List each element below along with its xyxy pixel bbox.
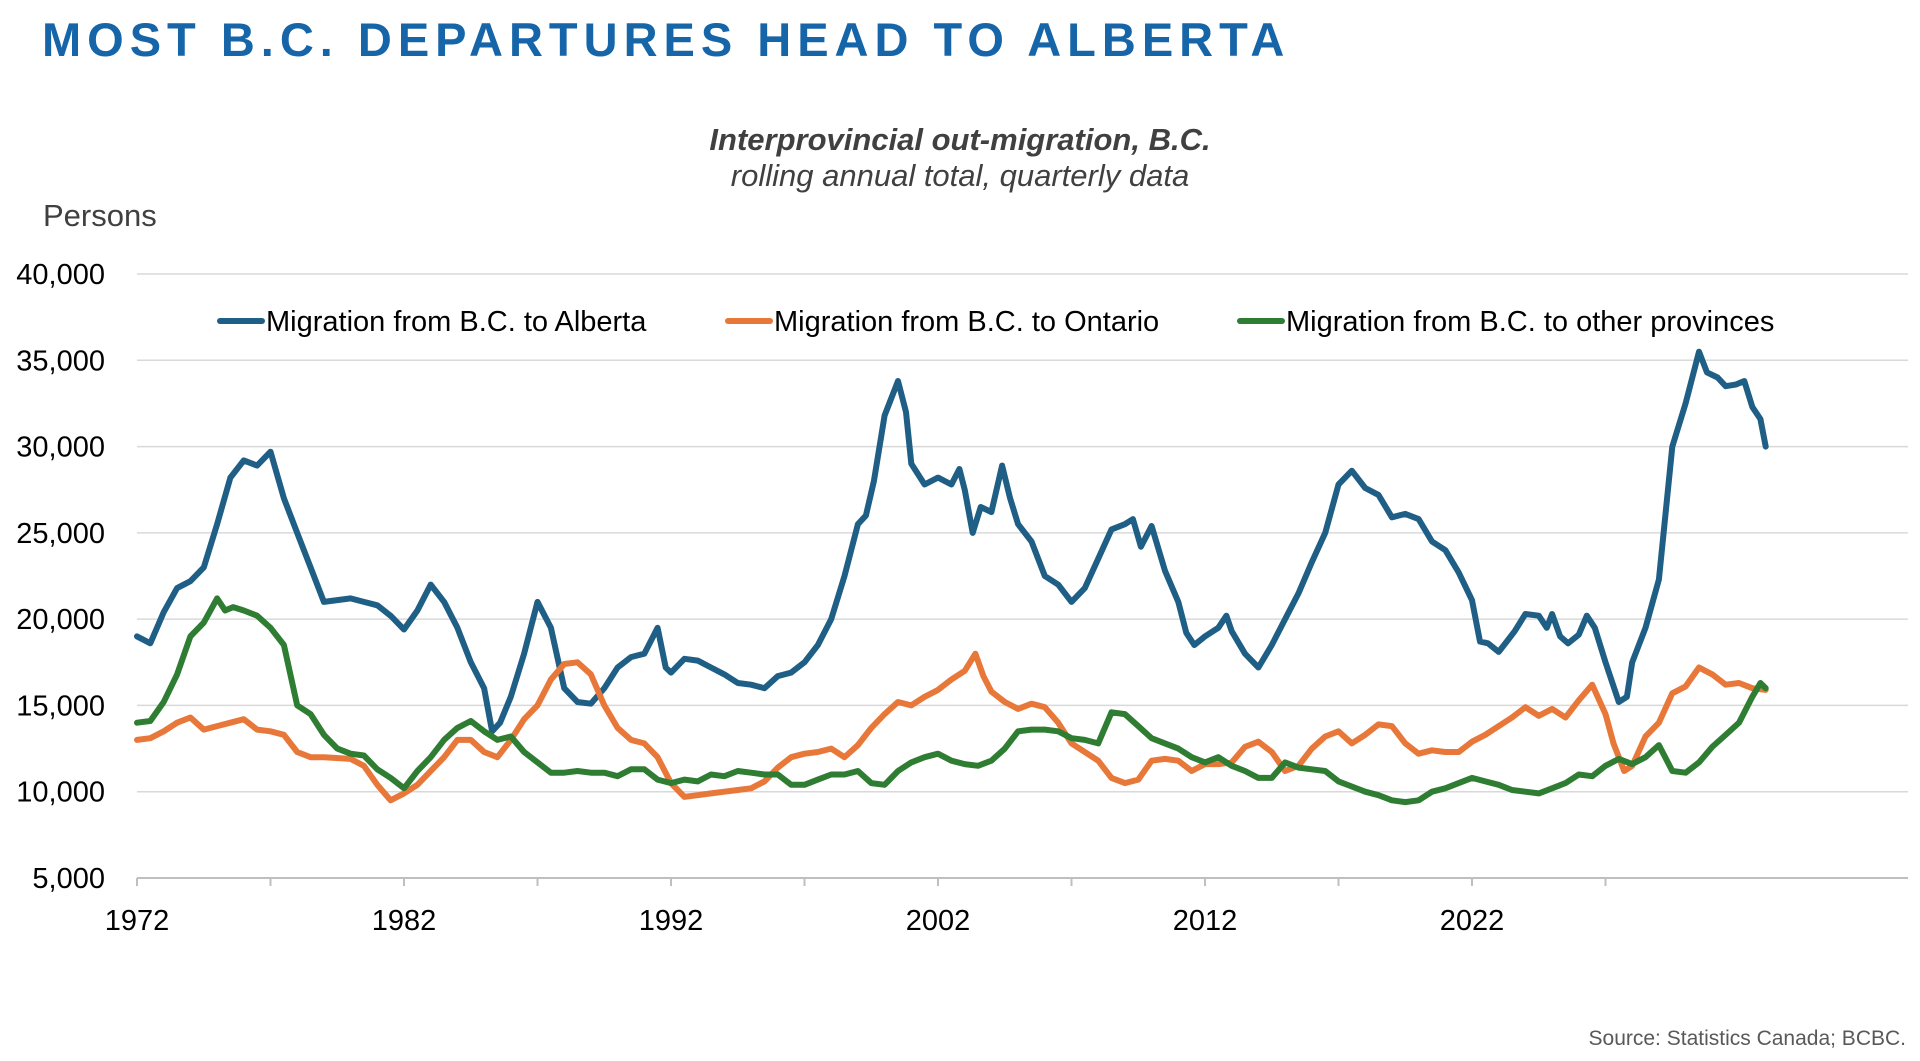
x-tick-label: 1992 <box>639 905 704 937</box>
chart-title: Interprovincial out-migration, B.C. <box>709 122 1211 157</box>
y-tick-label: 5,000 <box>32 863 105 895</box>
x-tick-label: 2022 <box>1440 905 1505 937</box>
y-tick-label: 20,000 <box>16 604 105 636</box>
y-tick-label: 35,000 <box>16 345 105 377</box>
x-axis: 1972 1982 1992 2002 2012 2022 <box>105 877 1908 937</box>
y-tick-label: 15,000 <box>16 690 105 722</box>
x-tick-label: 2012 <box>1173 905 1238 937</box>
y-tick-label: 25,000 <box>16 518 105 550</box>
y-tick-label: 30,000 <box>16 432 105 464</box>
series-line <box>134 650 1769 804</box>
source-note: Source: Statistics Canada; BCBC. <box>1588 1027 1906 1050</box>
legend-label: Migration from B.C. to Alberta <box>266 306 647 338</box>
x-tick-label: 1982 <box>372 905 437 937</box>
legend-label: Migration from B.C. to other provinces <box>1286 306 1774 338</box>
series-line <box>134 348 1769 735</box>
x-tick-label: 1972 <box>105 905 170 937</box>
legend-label: Migration from B.C. to Ontario <box>774 306 1159 338</box>
y-tick-label: 10,000 <box>16 777 105 809</box>
chart-subtitle: rolling annual total, quarterly data <box>730 158 1190 193</box>
x-tick-label: 2002 <box>906 905 971 937</box>
y-axis-label: Persons <box>43 198 157 233</box>
legend: Migration from B.C. to Alberta Migration … <box>217 306 1774 338</box>
y-tick-label: 40,000 <box>16 259 105 291</box>
series-lines <box>134 348 1769 806</box>
series-line <box>134 595 1769 806</box>
page-title: MOST B.C. DEPARTURES HEAD TO ALBERTA <box>42 13 1291 66</box>
gridlines <box>137 273 1908 793</box>
y-axis-ticks: 5,000 10,000 15,000 20,000 25,000 30,000 35,00… <box>16 259 105 895</box>
